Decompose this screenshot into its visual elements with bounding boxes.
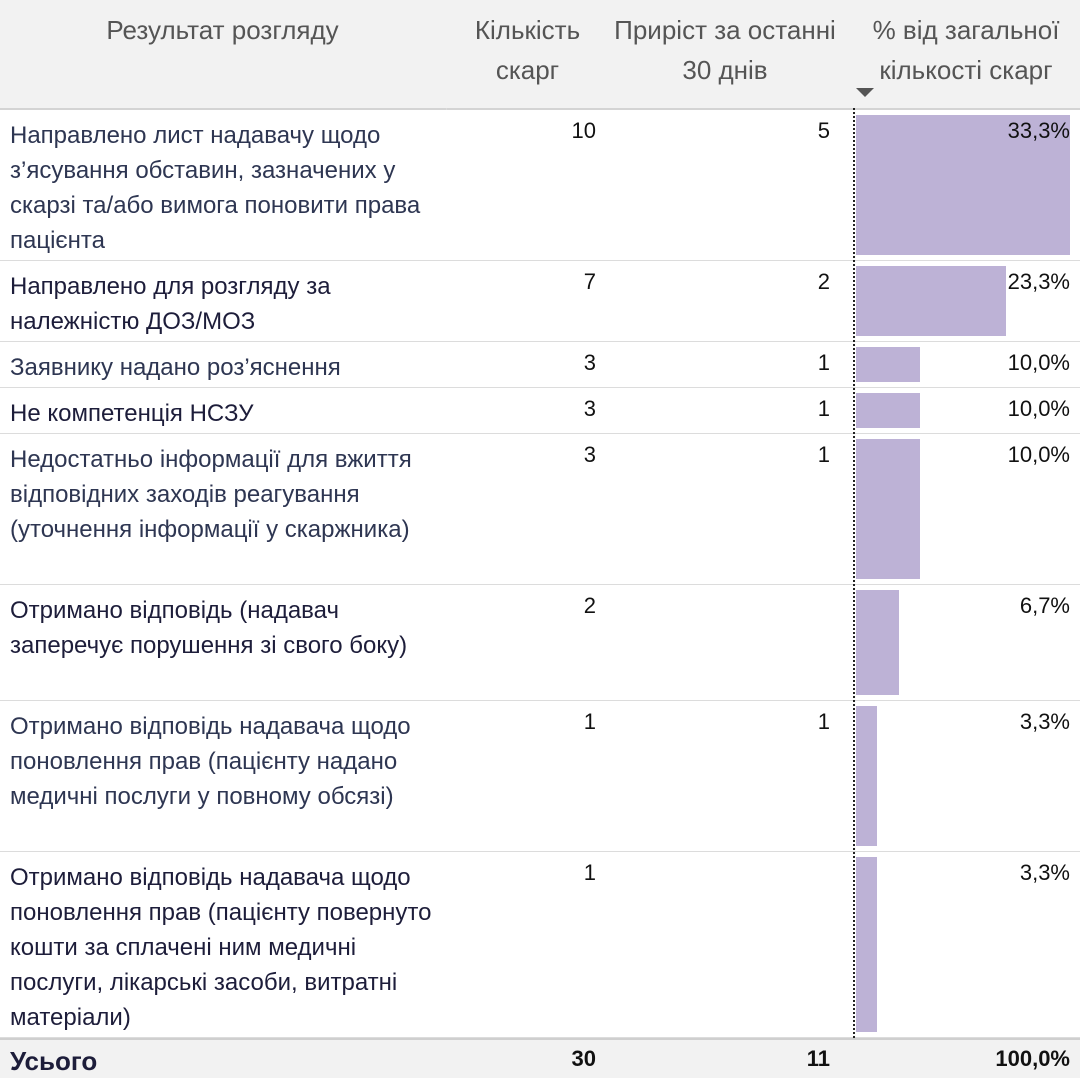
row-percent: 23,3% bbox=[1007, 269, 1070, 294]
row-label: Отримано відповідь (надавач заперечує по… bbox=[10, 597, 408, 659]
row-percent: 10,0% bbox=[1007, 442, 1070, 467]
row-label: Недостатньо інформації для вжиття відпов… bbox=[10, 446, 412, 543]
row-count: 3 bbox=[583, 396, 596, 421]
table-row: Отримано відповідь надавача щодо поновле… bbox=[0, 701, 1080, 852]
percent-bar bbox=[856, 857, 877, 1032]
row-growth: 1 bbox=[817, 350, 830, 375]
row-percent: 10,0% bbox=[1007, 396, 1070, 421]
table-row: Отримано відповідь надавача щодо поновле… bbox=[0, 852, 1080, 1038]
header-result[interactable]: Результат розгляду bbox=[106, 15, 339, 45]
header-percent[interactable]: % від загальної кількості скарг bbox=[872, 15, 1060, 85]
percent-bar bbox=[856, 590, 899, 695]
row-count: 3 bbox=[583, 350, 596, 375]
row-percent: 6,7% bbox=[1019, 593, 1070, 618]
table-row: Направлено лист надавачу щодо з’ясування… bbox=[0, 110, 1080, 261]
row-percent: 33,3% bbox=[1007, 118, 1070, 143]
row-count: 7 bbox=[583, 269, 596, 294]
percent-bar bbox=[856, 115, 1070, 255]
row-growth: 5 bbox=[817, 118, 830, 143]
percent-bar bbox=[856, 347, 920, 382]
header-count[interactable]: Кількість скарг bbox=[474, 15, 581, 85]
row-percent: 10,0% bbox=[1007, 350, 1070, 375]
table-row: Отримано відповідь (надавач заперечує по… bbox=[0, 585, 1080, 701]
table-row: Недостатньо інформації для вжиття відпов… bbox=[0, 434, 1080, 585]
row-label: Отримано відповідь надавача щодо поновле… bbox=[10, 713, 411, 810]
table-header: Результат розгляду Кількість скарг Прирі… bbox=[0, 0, 1080, 110]
row-label: Заявнику надано роз’яснення bbox=[10, 354, 341, 381]
total-growth: 11 bbox=[806, 1046, 830, 1071]
row-growth: 2 bbox=[817, 269, 830, 294]
table-row: Заявнику надано роз’яснення 3 1 10,0% bbox=[0, 342, 1080, 388]
row-count: 1 bbox=[583, 709, 596, 734]
row-count: 2 bbox=[583, 593, 596, 618]
row-growth: 1 bbox=[817, 396, 830, 421]
percent-bar bbox=[856, 706, 877, 846]
percent-bar bbox=[856, 393, 920, 428]
total-label: Усього bbox=[10, 1046, 98, 1076]
row-count: 1 bbox=[583, 860, 596, 885]
row-growth: 1 bbox=[817, 709, 830, 734]
table-row: Не компетенція НСЗУ 3 1 10,0% bbox=[0, 388, 1080, 434]
row-label: Отримано відповідь надавача щодо поновле… bbox=[10, 864, 432, 1031]
row-count: 3 bbox=[583, 442, 596, 467]
reference-line bbox=[853, 108, 855, 1038]
table-row: Направлено для розгляду за належністю ДО… bbox=[0, 261, 1080, 342]
row-count: 10 bbox=[571, 118, 596, 143]
row-percent: 3,3% bbox=[1019, 860, 1070, 885]
row-label: Направлено для розгляду за належністю ДО… bbox=[10, 273, 331, 335]
row-label: Направлено лист надавачу щодо з’ясування… bbox=[10, 122, 421, 254]
row-label: Не компетенція НСЗУ bbox=[10, 400, 254, 427]
percent-bar bbox=[856, 439, 920, 579]
percent-bar bbox=[856, 266, 1006, 336]
sort-descending-icon[interactable] bbox=[856, 88, 874, 97]
row-percent: 3,3% bbox=[1019, 709, 1070, 734]
total-row: Усього 30 11 100,0% bbox=[0, 1038, 1080, 1078]
total-percent: 100,0% bbox=[995, 1046, 1070, 1071]
total-count: 30 bbox=[571, 1046, 596, 1071]
row-growth: 1 bbox=[817, 442, 830, 467]
header-growth[interactable]: Приріст за останні 30 днів bbox=[614, 15, 836, 85]
